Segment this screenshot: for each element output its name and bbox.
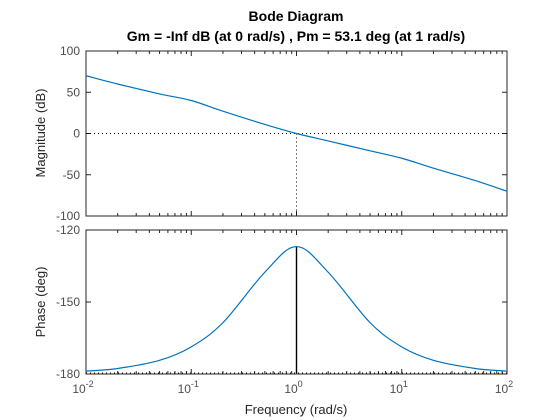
phase-xtick-label: 100: [284, 379, 302, 396]
phase-ytick-label: -120: [56, 223, 80, 237]
chart-title: Bode Diagram: [249, 8, 344, 24]
magnitude-ylabel: Magnitude (dB): [33, 89, 48, 178]
chart-subtitle: Gm = -Inf dB (at 0 rad/s) , Pm = 53.1 de…: [127, 28, 465, 44]
magnitude-ytick-label: 0: [73, 127, 80, 141]
magnitude-ticks: 100 50 0 -50 -100: [56, 44, 508, 223]
phase-ytick-label: -180: [56, 367, 80, 381]
phase-ylabel: Phase (deg): [33, 267, 48, 338]
phase-xtick-label: 102: [495, 379, 513, 396]
magnitude-series-line: [85, 75, 508, 192]
magnitude-ytick-label: -50: [63, 168, 81, 182]
phase-xtick-label: 10-2: [72, 379, 93, 396]
magnitude-ytick-label: 50: [67, 85, 81, 99]
magnitude-ytick-label: 100: [60, 44, 80, 58]
phase-series-line: [85, 245, 508, 372]
magnitude-panel: 100 50 0 -50 -100 Magnitude (dB): [33, 44, 508, 223]
frequency-xlabel: Frequency (rad/s): [245, 402, 348, 417]
phase-xtick-label: 10-1: [178, 379, 199, 396]
magnitude-ytick-label: -100: [56, 209, 80, 223]
phase-ytick-label: -150: [56, 295, 80, 309]
phase-xtick-label: 101: [390, 379, 408, 396]
